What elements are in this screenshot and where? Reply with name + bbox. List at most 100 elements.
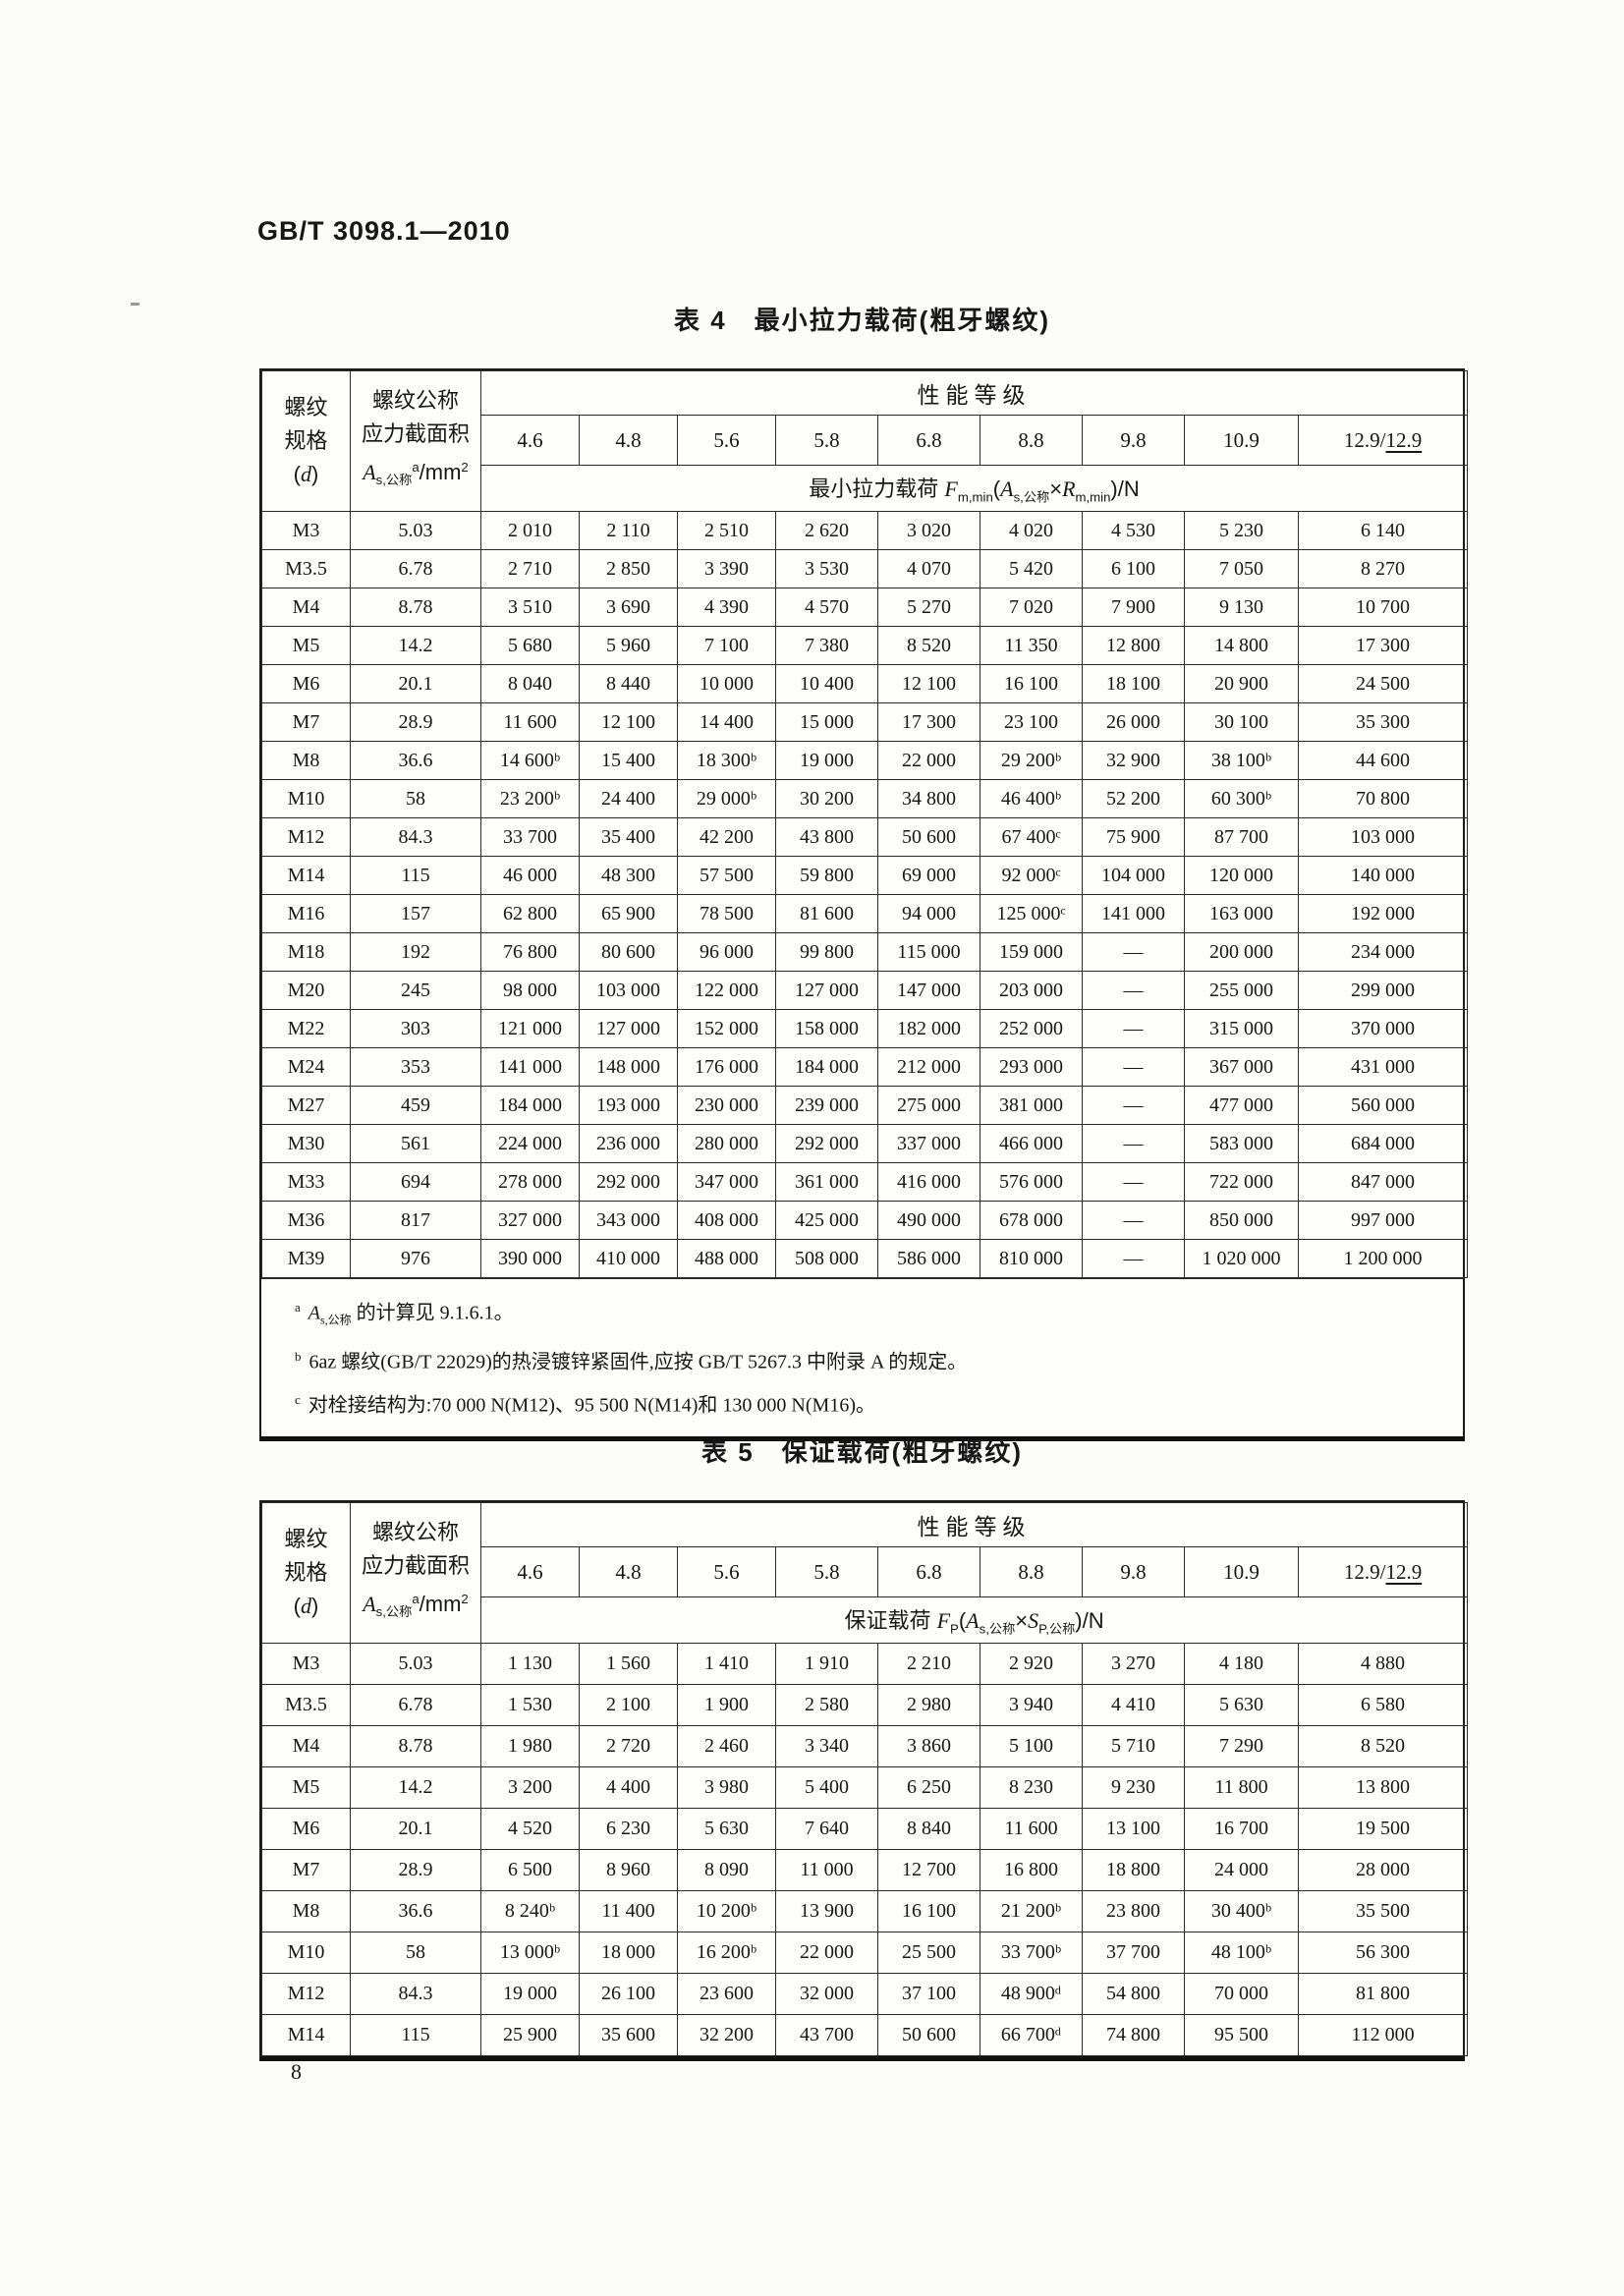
table-row: M8 36.6 14 600ᵇ 15 400 18 300ᵇ 19 000 22 000 29…	[261, 741, 1469, 780]
cell-thread-spec: M22	[261, 1009, 351, 1048]
doc-code: GB/T 3098.1—2010	[257, 216, 511, 246]
cell-load-value: 24 000	[1184, 1849, 1299, 1891]
cell-thread-spec: M20	[261, 971, 351, 1010]
group-header-property-class: 性能等级	[479, 1502, 1469, 1547]
cell-thread-spec: M3	[261, 511, 351, 550]
cell-load-value: 8 230	[980, 1766, 1083, 1809]
cell-stress-area: 157	[350, 894, 481, 933]
cell-load-value: 4 520	[480, 1808, 580, 1850]
cell-load-value: 343 000	[579, 1201, 678, 1240]
cell-thread-spec: M7	[261, 702, 351, 742]
cell-load-value: 30 200	[775, 779, 878, 818]
cell-load-value: 56 300	[1297, 1932, 1469, 1974]
table-row: M8 36.6 8 240ᵇ 11 400 10 200ᵇ 13 900 16 100 21 …	[261, 1890, 1469, 1932]
cell-load-value: 33 700	[480, 817, 580, 857]
cell-load-value: 26 000	[1082, 702, 1185, 742]
cell-stress-area: 115	[350, 856, 481, 895]
cell-load-value: 3 940	[980, 1684, 1083, 1726]
cell-load-value: 1 130	[480, 1643, 580, 1685]
cell-load-value: 236 000	[579, 1124, 678, 1163]
header-line: As,公称a/mm2	[363, 460, 469, 488]
cell-load-value: 810 000	[980, 1239, 1083, 1278]
cell-load-value: 234 000	[1297, 932, 1469, 972]
cell-thread-spec: M30	[261, 1124, 351, 1163]
cell-load-value: 20 900	[1184, 664, 1299, 703]
cell-load-value: 1 410	[677, 1643, 776, 1685]
cell-load-value: —	[1082, 971, 1185, 1010]
cell-load-value: 5 400	[775, 1766, 878, 1809]
cell-load-value: 23 800	[1082, 1890, 1185, 1932]
table-row: M16 157 62 800 65 900 78 500 81 600 94 000 125 …	[261, 894, 1469, 933]
cell-load-value: 850 000	[1184, 1201, 1299, 1240]
class-header-cell: 9.8	[1082, 1546, 1185, 1597]
cell-thread-spec: M3	[261, 1643, 351, 1685]
cell-load-value: 9 130	[1184, 588, 1299, 627]
cell-load-value: 13 900	[775, 1890, 878, 1932]
table-row: M10 58 13 000ᵇ 18 000 16 200ᵇ 22 000 25 500 33 …	[261, 1932, 1469, 1974]
cell-load-value: 252 000	[980, 1009, 1083, 1048]
table-row: M3 5.03 2 010 2 110 2 510 2 620 3 020 4 020 4 53…	[261, 511, 1469, 550]
class-header-cell: 8.8	[980, 415, 1083, 466]
cell-load-value: 6 250	[877, 1766, 980, 1809]
cell-load-value: 2 510	[677, 511, 776, 550]
cell-load-value: 1 020 000	[1184, 1239, 1299, 1278]
cell-load-value: 120 000	[1184, 856, 1299, 895]
class-header-cell: 6.8	[877, 1546, 980, 1597]
class-header-cell: 5.8	[775, 415, 878, 466]
cell-load-value: 7 290	[1184, 1725, 1299, 1767]
cell-load-value: 18 100	[1082, 664, 1185, 703]
cell-load-value: 158 000	[775, 1009, 878, 1048]
table-row: M5 14.2 5 680 5 960 7 100 7 380 8 520 11 350 12 …	[261, 626, 1469, 665]
cell-load-value: 583 000	[1184, 1124, 1299, 1163]
cell-load-value: 2 920	[980, 1643, 1083, 1685]
class-header-cell: 6.8	[877, 415, 980, 466]
table-row: M33 694 278 000 292 000 347 000 361 000 416 00…	[261, 1162, 1469, 1202]
table4: 螺纹 规格 (d) 螺纹公称 应力截面积 As,公称a/mm2 性能等级 4.6…	[261, 370, 1469, 1278]
cell-load-value: 50 600	[877, 817, 980, 857]
table-row: M5 14.2 3 200 4 400 3 980 5 400 6 250 8 230 9 23…	[261, 1766, 1469, 1809]
cell-thread-spec: M18	[261, 932, 351, 972]
cell-load-value: 15 400	[579, 741, 678, 780]
cell-load-value: 4 880	[1297, 1643, 1469, 1685]
cell-load-value: 11 400	[579, 1890, 678, 1932]
cell-load-value: 147 000	[877, 971, 980, 1010]
col-header-stress-area: 螺纹公称 应力截面积 As,公称a/mm2	[350, 1502, 481, 1644]
class-header-cell: 8.8	[980, 1546, 1083, 1597]
cell-load-value: 48 300	[579, 856, 678, 895]
cell-load-value: 66 700ᵈ	[980, 2014, 1083, 2056]
cell-load-value: 192 000	[1297, 894, 1469, 933]
cell-load-value: 34 800	[877, 779, 980, 818]
class-header-cell: 10.9	[1184, 1546, 1299, 1597]
cell-load-value: 586 000	[877, 1239, 980, 1278]
cell-load-value: 37 700	[1082, 1932, 1185, 1974]
table5-section: 表 5 保证载荷(粗牙螺纹) 螺纹 规格 (d)	[259, 1432, 1469, 2061]
header-line: (d)	[293, 462, 319, 486]
cell-load-value: 722 000	[1184, 1162, 1299, 1202]
cell-thread-spec: M12	[261, 817, 351, 857]
cell-thread-spec: M10	[261, 1932, 351, 1974]
cell-load-value: 5 960	[579, 626, 678, 665]
class-header-cell: 12.9/12.9	[1297, 1546, 1469, 1597]
cell-load-value: 125 000ᶜ	[980, 894, 1083, 933]
header-line: 螺纹公称	[371, 1520, 459, 1545]
cell-load-value: 35 400	[579, 817, 678, 857]
cell-load-value: 78 500	[677, 894, 776, 933]
cell-stress-area: 36.6	[350, 741, 481, 780]
table-row: M39 976 390 000 410 000 488 000 508 000 586 00…	[261, 1239, 1469, 1278]
cell-load-value: 30 400ᵇ	[1184, 1890, 1299, 1932]
cell-load-value: 200 000	[1184, 932, 1299, 972]
cell-load-value: 29 000ᵇ	[677, 779, 776, 818]
cell-thread-spec: M4	[261, 1725, 351, 1767]
cell-stress-area: 8.78	[350, 1725, 481, 1767]
cell-load-value: 193 000	[579, 1086, 678, 1125]
cell-load-value: 23 200ᵇ	[480, 779, 580, 818]
cell-stress-area: 303	[350, 1009, 481, 1048]
cell-thread-spec: M4	[261, 588, 351, 627]
cell-stress-area: 8.78	[350, 588, 481, 627]
cell-load-value: 4 390	[677, 588, 776, 627]
cell-load-value: 32 900	[1082, 741, 1185, 780]
table5-frame: 螺纹 规格 (d) 螺纹公称 应力截面积 As,公称a/mm2 性能等级 4.6…	[259, 1500, 1469, 2061]
cell-load-value: 230 000	[677, 1086, 776, 1125]
table-row: M7 28.9 11 600 12 100 14 400 15 000 17 300 23 1…	[261, 702, 1469, 742]
cell-load-value: 11 350	[980, 626, 1083, 665]
